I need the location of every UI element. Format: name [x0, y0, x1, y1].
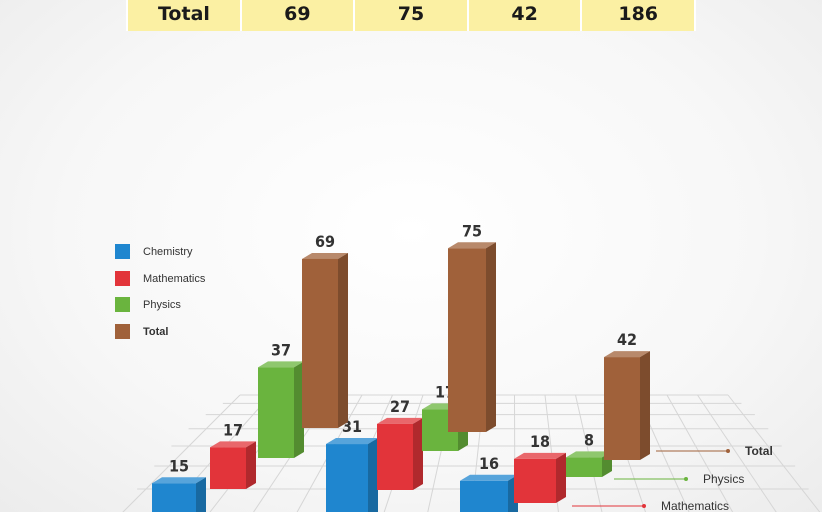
- bar-side-face: [640, 351, 650, 460]
- legend-item-physics: Physics: [143, 299, 181, 311]
- bar-side-face: [338, 252, 348, 428]
- bar-front-face: [514, 458, 556, 503]
- bar-top-face: [604, 351, 650, 358]
- bar-mathematics-1: 27: [377, 397, 423, 490]
- data-label: 16: [479, 454, 499, 473]
- depth-axis-label: Physics: [703, 472, 744, 486]
- bar-side-face: [413, 417, 423, 490]
- legend-swatch: [115, 297, 130, 312]
- bar-mathematics-0: 17: [210, 420, 256, 489]
- bar-front-face: [566, 457, 602, 477]
- bar-top-face: [152, 477, 206, 484]
- bar-side-face: [196, 477, 206, 512]
- data-label: 75: [462, 221, 482, 240]
- table-row-label: Total: [126, 0, 242, 31]
- table-cell: 75: [353, 0, 469, 31]
- bar-mathematics-2: 18: [514, 432, 566, 503]
- bar-top-face: [326, 438, 378, 445]
- bar-top-face: [210, 441, 256, 448]
- bar-side-face: [486, 242, 496, 432]
- data-label: 18: [530, 432, 550, 451]
- grid-line: [666, 394, 734, 512]
- bar-top-face: [448, 242, 496, 249]
- bar-side-face: [556, 452, 566, 503]
- table-cell: 42: [466, 0, 583, 31]
- legend-item-mathematics: Mathematics: [143, 273, 206, 285]
- bar-chemistry-0: 15: [152, 456, 206, 512]
- bar-front-face: [460, 480, 508, 512]
- bar-top-face: [514, 452, 566, 459]
- legend-swatch: [115, 271, 130, 286]
- bar-front-face: [302, 258, 338, 428]
- data-label: 69: [315, 232, 335, 251]
- grid-line: [697, 394, 777, 512]
- bar-front-face: [377, 423, 413, 490]
- bar-side-face: [368, 438, 378, 512]
- bar-front-face: [448, 248, 486, 432]
- bar-chemistry-1: 31: [326, 417, 378, 512]
- bar-top-face: [377, 417, 423, 424]
- bar-front-face: [258, 367, 294, 458]
- legend-swatch: [115, 324, 130, 339]
- depth-axis-label: Mathematics: [661, 499, 729, 512]
- table-cell: 69: [239, 0, 356, 31]
- depth-axis-dot: [684, 477, 688, 481]
- bar-chemistry-2: 16: [460, 454, 518, 512]
- table-cell: 186: [580, 0, 696, 31]
- bar-front-face: [152, 483, 196, 512]
- data-label: 42: [617, 330, 637, 349]
- grid-line: [727, 394, 821, 512]
- data-label: 8: [584, 430, 594, 449]
- bar-top-face: [566, 451, 612, 458]
- bar-total-1: 75: [448, 221, 496, 432]
- bar-total-2: 42: [604, 330, 650, 460]
- table-row-total: Total 69 75 42 186: [126, 0, 696, 31]
- bar-total-0: 69: [302, 232, 348, 428]
- bar-front-face: [326, 444, 368, 512]
- legend-swatch: [115, 244, 130, 259]
- bar-top-face: [258, 361, 304, 368]
- legend-item-chemistry: Chemistry: [143, 246, 193, 258]
- summary-table: Total 69 75 42 186: [126, 0, 696, 31]
- bar-side-face: [246, 441, 256, 489]
- depth-axis-dot: [726, 449, 730, 453]
- depth-axis-label: Total: [745, 444, 773, 458]
- grid-line: [122, 394, 241, 512]
- data-label: 15: [169, 456, 189, 475]
- bar-side-face: [294, 361, 304, 458]
- data-label: 27: [390, 397, 410, 416]
- bar-physics-0: 37: [258, 340, 304, 458]
- depth-axis-dot: [642, 504, 646, 508]
- bar-top-face: [302, 252, 348, 259]
- data-label: 17: [223, 420, 243, 439]
- bar-top-face: [460, 474, 518, 481]
- legend-item-total: Total: [143, 326, 168, 338]
- data-label: 37: [271, 340, 291, 359]
- chart-legend: Chemistry Mathematics Physics Total: [115, 244, 206, 339]
- bar-front-face: [604, 357, 640, 460]
- bar-front-face: [210, 447, 246, 489]
